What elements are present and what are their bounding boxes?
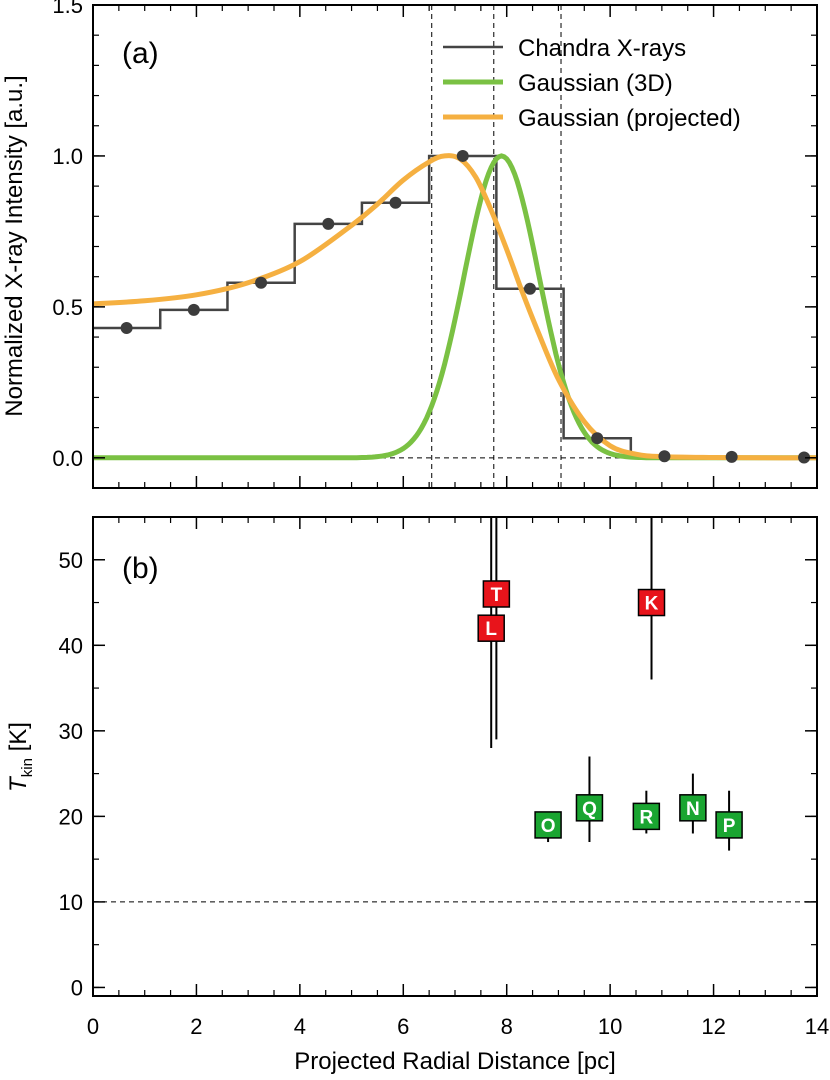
panel-b-label: (b) [122,552,159,585]
panel-b-plot-area: TL K O Q R N P [93,517,817,903]
chandra-data-point [591,432,604,445]
legend-label-chandra: Chandra X-rays [518,35,686,62]
marker-label-P: P [723,816,736,837]
panel-a-plot-area [92,5,818,488]
marker-label-Q: Q [582,799,597,820]
x-tick-label: 10 [598,1014,622,1039]
panel-b-frame [92,516,818,997]
marker-K [637,588,666,617]
x-tick-label: 6 [397,1014,409,1039]
chandra-data-point [389,196,402,209]
panel-a-label: (a) [122,37,159,70]
marker-label-L: L [485,619,497,640]
panel-b-ylabel: Tkin [K] [5,722,36,792]
y-tick-label: 50 [59,548,83,573]
marker-O [534,811,562,839]
x-tick-label: 12 [701,1014,725,1039]
x-tick-label: 4 [294,1014,306,1039]
y-tick-label: 0.5 [52,295,83,320]
marker-N [679,794,707,822]
panel-b-ylabel-symbol: T [5,775,32,792]
chandra-data-point [798,451,811,464]
x-tick-label: 2 [190,1014,202,1039]
marker-label-N: N [686,799,700,820]
marker-Q [575,794,604,822]
gaussian-projected-curve [92,153,818,461]
x-axis-label: Projected Radial Distance [pc] [294,1048,616,1075]
chandra-data-point [187,303,200,316]
panel-b-ylabel-subscript: kin [19,758,36,777]
chandra-data-point [255,276,268,289]
y-tick-label: 1.5 [52,0,83,18]
marker-T [482,580,511,608]
marker-label-R: R [639,807,653,828]
panel-a-intensity: 0.0 0.5 1.0 1.5 (a) Normalized X-ray Intens… [1,0,818,489]
chandra-data-point [725,450,738,463]
legend-label-gaussian-projected: Gaussian (projected) [518,105,741,132]
marker-P [715,811,743,839]
gaussian-3d-curve [93,153,817,461]
x-tick-label: 8 [501,1014,513,1039]
chandra-histogram [93,154,817,459]
marker-R [632,802,661,831]
panel-b-ylabel-unit: [K] [5,722,32,758]
marker-L [477,614,505,642]
chandra-data-point [456,149,469,162]
y-tick-label: 0 [71,975,83,1000]
y-tick-label: 1.0 [52,144,83,169]
panel-a-legend: Chandra X-rays Gaussian (3D) Gaussian (p… [443,35,741,132]
y-tick-label: 0.0 [52,446,83,471]
panel-a-ticks: 0.0 0.5 1.0 1.5 [52,0,818,489]
marker-label-K: K [645,594,659,615]
legend-label-gaussian-3d: Gaussian (3D) [518,70,673,97]
chandra-data-point [120,322,133,335]
y-tick-label: 20 [59,804,83,829]
chandra-data-point [322,217,335,230]
marker-label-O: O [541,816,556,837]
y-tick-label: 10 [59,890,83,915]
y-tick-label: 40 [59,633,83,658]
panel-a-ylabel: Normalized X-ray Intensity [a.u.] [1,75,28,416]
x-tick-label: 0 [87,1014,99,1039]
panel-b-ticks: 0 10 20 30 40 50 0 2 4 6 8 10 12 14 [59,516,829,1039]
marker-label-T: T [491,585,503,606]
chandra-data-point [658,450,671,463]
y-tick-label: 30 [59,719,83,744]
x-tick-label: 14 [805,1014,829,1039]
panel-a-frame [92,4,818,489]
chandra-data-point [523,282,536,295]
